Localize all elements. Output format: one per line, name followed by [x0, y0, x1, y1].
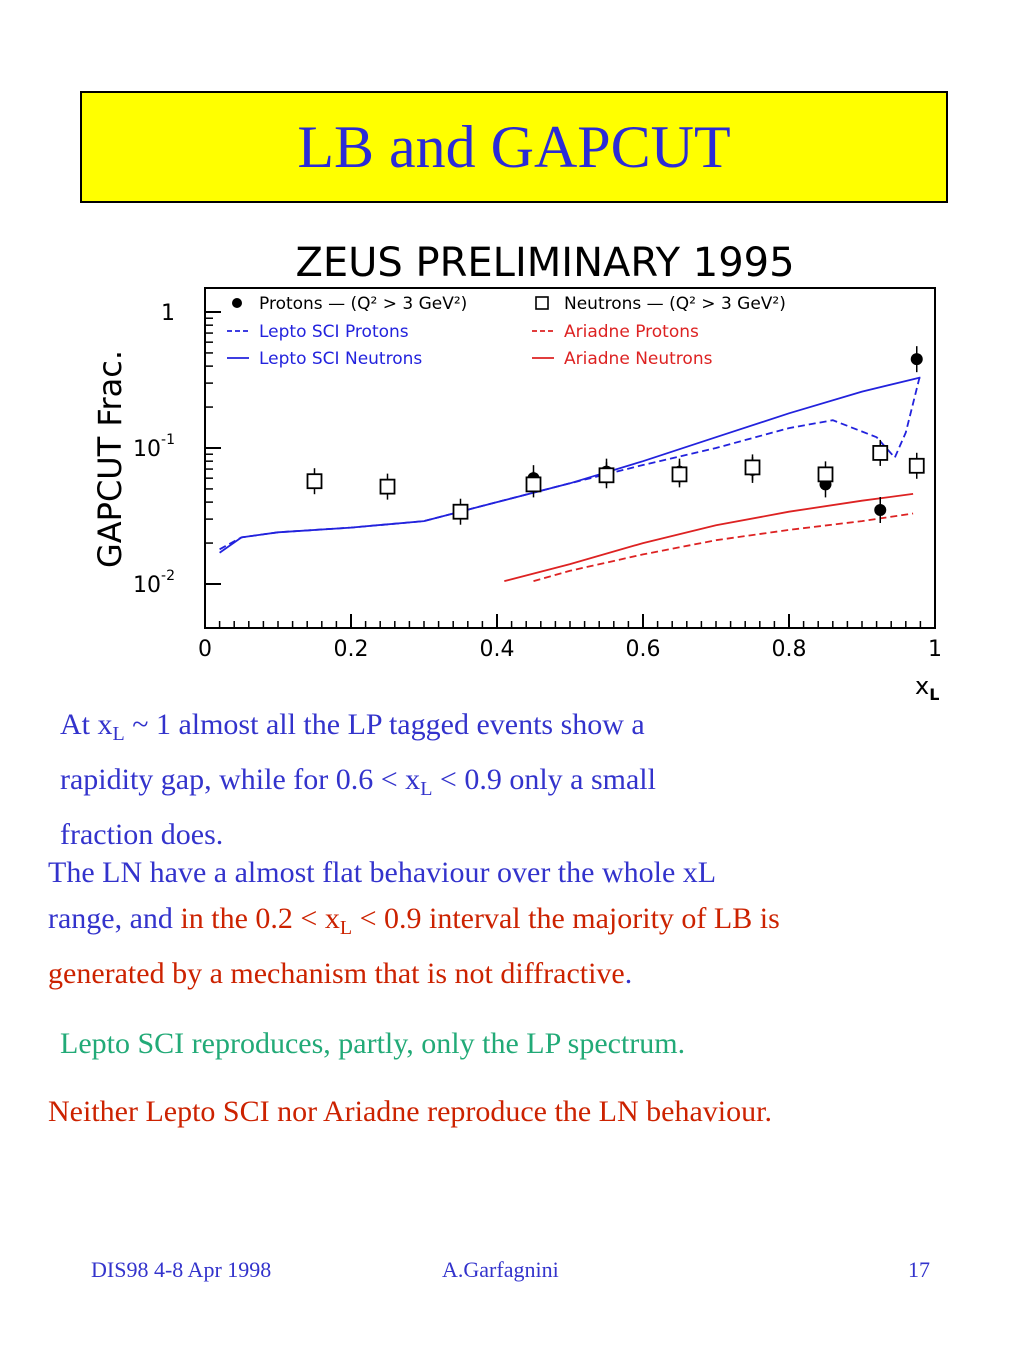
legend-marker-neutrons	[535, 296, 549, 310]
footer-page-number: 17	[908, 1257, 930, 1282]
curve-ariadne-protons	[533, 512, 914, 582]
neutron-point	[525, 476, 542, 493]
curve-ariadne-neutrons	[504, 493, 914, 582]
x-axis-label-main: x	[915, 672, 929, 700]
p2-text-b: range, and	[48, 902, 181, 935]
legend-marker-protons	[232, 298, 242, 308]
proton-point	[910, 353, 923, 366]
neutron-point	[671, 466, 688, 483]
x-axis-label: xL	[915, 672, 939, 704]
y-axis-label: GAPCUT Frac.	[91, 350, 129, 568]
y-tick-label: 1	[161, 301, 175, 326]
gapcut-chart: ZEUS PRELIMINARY 1995 GAPCUT Frac. xL 0 0…	[91, 240, 942, 704]
y-tick-exponent: -2	[161, 568, 175, 584]
p2-text-g: .	[624, 957, 633, 990]
paragraph-neither: Neither Lepto SCI nor Ariadne reproduce …	[48, 1095, 772, 1128]
legend-entry-label: Ariadne Neutrons	[564, 349, 713, 369]
x-tick-label: 1	[928, 637, 942, 662]
legend-entry-label: Neutrons — (Q² > 3 GeV²)	[564, 294, 786, 314]
data-points	[306, 346, 925, 525]
y-tick-base: 1	[161, 301, 175, 326]
curve-lepto-sci-protons	[219, 373, 922, 551]
x-tick-label: 0.8	[772, 637, 807, 662]
slide-title: LB and GAPCUT	[297, 113, 731, 180]
chart-title: ZEUS PRELIMINARY 1995	[295, 240, 794, 286]
legend-entry-label: Ariadne Protons	[564, 322, 699, 342]
p2-text-e: < 0.9 interval the majority of LB is	[352, 902, 780, 935]
neutron-point	[379, 478, 396, 495]
y-tick-label: 10-2	[133, 568, 175, 598]
legend-entry-label: Lepto SCI Neutrons	[259, 349, 422, 369]
y-tick-base: 10	[133, 573, 161, 598]
x-tick-label: 0.4	[480, 637, 515, 662]
neutron-point	[452, 503, 469, 520]
p1-text-c: ~ 1 almost all the LP tagged events show…	[124, 708, 645, 741]
legend-entry-label: Lepto SCI Protons	[259, 322, 409, 342]
paragraph-ln-line-1: The LN have a almost flat behaviour over…	[48, 850, 780, 896]
paragraph-lp-line-2: rapidity gap, while for 0.6 < xL < 0.9 o…	[60, 757, 656, 812]
neutron-point	[817, 466, 834, 483]
p1-text-a: At x	[60, 708, 113, 741]
y-tick-exponent: -1	[161, 432, 175, 448]
legend-entry-label: Protons — (Q² > 3 GeV²)	[259, 294, 467, 314]
p1-text-d: rapidity gap, while for 0.6 < x	[60, 763, 421, 796]
neutron-point	[872, 445, 889, 461]
legend: Protons — (Q² > 3 GeV²) Neutrons — (Q² > …	[227, 294, 786, 369]
y-tick-base: 10	[133, 437, 161, 462]
svg-text:xL: xL	[915, 672, 939, 704]
title-box: LB and GAPCUT	[80, 91, 948, 203]
footer-conference: DIS98 4-8 Apr 1998	[91, 1257, 272, 1282]
paragraph-ln-line-2: range, and in the 0.2 < xL < 0.9 interva…	[48, 896, 780, 951]
paragraph-ln-line-3: generated by a mechanism that is not dif…	[48, 951, 780, 997]
paragraph-lp: At xL ~ 1 almost all the LP tagged event…	[60, 702, 656, 858]
p1-sub-b: L	[112, 723, 125, 745]
y-tick-label: 10-1	[133, 432, 175, 462]
paragraph-lp-line-1: At xL ~ 1 almost all the LP tagged event…	[60, 702, 656, 757]
paragraph-lepto: Lepto SCI reproduces, partly, only the L…	[60, 1027, 686, 1060]
footer-author: A.Garfagnini	[442, 1257, 559, 1282]
neutron-point	[598, 467, 615, 484]
model-curves	[219, 373, 922, 582]
p1-text-g: fraction does.	[60, 818, 224, 851]
p2-sub-d: L	[339, 917, 353, 939]
p1-text-f: < 0.9 only a small	[432, 763, 656, 796]
neutron-point	[306, 473, 323, 490]
paragraph-ln: The LN have a almost flat behaviour over…	[48, 850, 780, 997]
x-tick-label: 0.6	[626, 637, 661, 662]
x-tick-label: 0.2	[334, 637, 369, 662]
proton-point	[874, 504, 887, 517]
p1-sub-e: L	[420, 778, 433, 800]
neutron-point	[908, 457, 925, 474]
p2-text-f: generated by a mechanism that is not dif…	[48, 957, 625, 990]
p2-text-a: The LN have a almost flat behaviour over…	[48, 856, 717, 889]
x-axis-label-sub: L	[929, 685, 939, 704]
neutron-point	[744, 459, 761, 476]
x-tick-label: 0	[198, 637, 212, 662]
paragraph-lp-line-3: fraction does.	[60, 812, 656, 858]
p2-text-c: in the 0.2 < x	[180, 902, 340, 935]
